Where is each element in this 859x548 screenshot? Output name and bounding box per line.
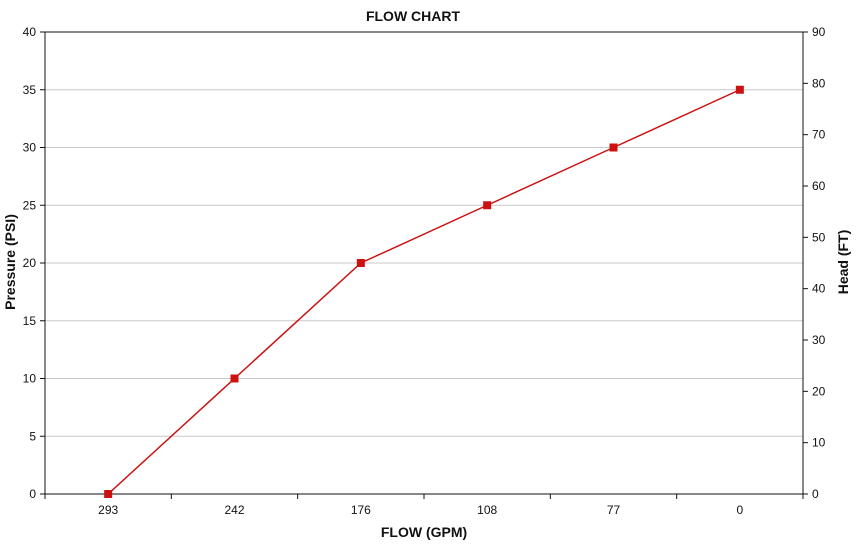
right-tick-label: 50 (812, 230, 826, 244)
left-tick-label: 5 (29, 429, 36, 443)
data-point-marker (483, 201, 492, 210)
chart-title: FLOW CHART (366, 8, 461, 24)
y2-axis-title: Head (FT) (835, 230, 851, 295)
gridlines (45, 89, 803, 437)
x-axis-title: FLOW (GPM) (381, 524, 467, 540)
x-tick-label: 176 (351, 503, 371, 517)
x-axis-ticks: 293 242 176 108 77 0 (44, 494, 804, 517)
data-point-marker (735, 85, 744, 94)
left-tick-label: 40 (23, 25, 37, 39)
x-tick-label: 242 (224, 503, 244, 517)
data-point-marker (356, 259, 365, 267)
left-tick-label: 25 (23, 198, 37, 212)
x-tick-label: 77 (607, 503, 621, 517)
right-tick-label: 90 (812, 25, 826, 39)
right-tick-label: 20 (812, 384, 826, 398)
right-tick-label: 30 (812, 333, 826, 347)
data-point-marker (104, 490, 113, 498)
left-tick-label: 15 (23, 314, 37, 328)
data-point-marker (230, 374, 239, 383)
left-tick-label: 20 (23, 256, 37, 270)
x-tick-label: 0 (736, 503, 743, 517)
right-axis-ticks: 0 10 20 30 40 50 60 70 80 90 (803, 25, 826, 501)
right-tick-label: 0 (812, 487, 819, 501)
right-tick-label: 80 (812, 76, 826, 90)
left-tick-label: 30 (23, 141, 37, 155)
series-pressure (104, 85, 744, 498)
right-tick-label: 60 (812, 179, 826, 193)
data-point-marker (609, 143, 618, 152)
series-line (107, 89, 741, 495)
left-tick-label: 0 (29, 487, 36, 501)
right-tick-label: 40 (812, 282, 826, 296)
y-axis-title: Pressure (PSI) (2, 214, 18, 310)
x-tick-label: 108 (477, 503, 497, 517)
left-axis-ticks: 0 5 10 15 20 25 30 35 40 (23, 25, 45, 501)
right-tick-label: 10 (812, 436, 826, 450)
left-tick-label: 10 (23, 372, 37, 386)
left-tick-label: 35 (23, 83, 37, 97)
right-tick-label: 70 (812, 128, 826, 142)
x-tick-label: 293 (98, 503, 118, 517)
